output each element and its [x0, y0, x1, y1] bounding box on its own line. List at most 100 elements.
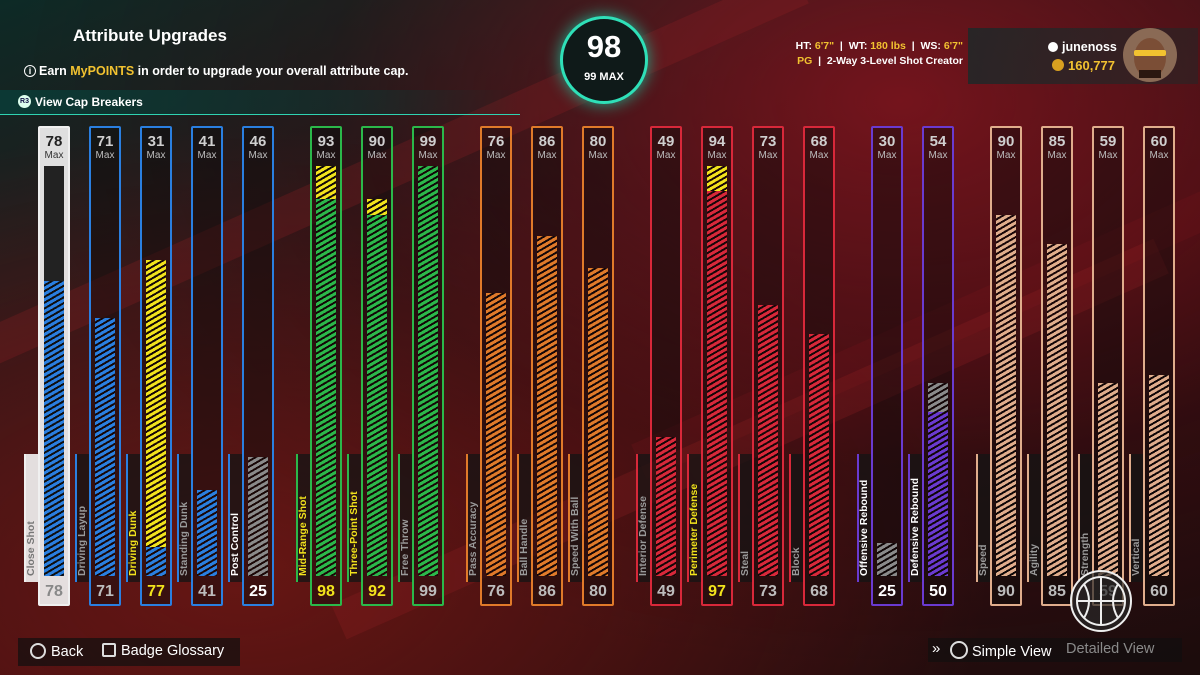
attribute-bar-speed-with-ball[interactable]: 80 Max Speed With Ball 80: [568, 126, 614, 606]
bar-label-tab: [126, 454, 140, 582]
max-label: Max: [1098, 150, 1118, 161]
info-icon: i: [24, 65, 36, 77]
attribute-bar-post-control[interactable]: 46 Max Post Control 25: [228, 126, 274, 606]
playstation-icon: [1048, 42, 1058, 52]
badge-glossary-button[interactable]: Badge Glossary: [102, 643, 224, 659]
bar-fill: [758, 305, 778, 576]
max-label: Max: [146, 150, 166, 161]
overall-max: 99 MAX: [584, 71, 624, 83]
bar-label-tab: [296, 454, 310, 582]
bar-fill: [486, 293, 506, 576]
circle-button-icon: [30, 643, 46, 659]
bar-label-tab: [1129, 454, 1143, 582]
bar-fill: [809, 334, 829, 576]
attribute-bar-strength[interactable]: 59MaxStrength59: [1078, 126, 1124, 606]
attribute-current: 97: [708, 583, 726, 600]
attribute-name: Offensive Rebound: [858, 479, 870, 576]
attribute-bar-close-shot[interactable]: 78 Max Close Shot 78: [24, 126, 70, 606]
attribute-bar-speed[interactable]: 90 Max Speed 90: [976, 126, 1022, 606]
attribute-name: Agility: [1028, 543, 1040, 576]
attribute-max: 80: [589, 133, 607, 150]
cap-break-segment: [928, 383, 948, 412]
bar-label-tab: [568, 454, 582, 582]
attribute-bar-three-point-shot[interactable]: 90 Max Three-Point Shot 92: [347, 126, 393, 606]
attribute-bar-free-throw[interactable]: 99 Max Free Throw 99: [398, 126, 444, 606]
attribute-bar-agility[interactable]: 85 Max Agility 85: [1027, 126, 1073, 606]
attribute-bar-standing-dunk[interactable]: 41 Max Standing Dunk 41: [177, 126, 223, 606]
attribute-bar-interior-defense[interactable]: 49 Max Interior Defense 49: [636, 126, 682, 606]
bar-fill: [928, 412, 948, 576]
bar-track: [809, 166, 829, 576]
attribute-max: 59: [1099, 133, 1117, 150]
attribute-current: 98: [317, 583, 335, 600]
overall-value: 98: [586, 29, 622, 64]
bar-label-tab: [75, 454, 89, 582]
attribute-bar-defensive-rebound[interactable]: 54 Max Defensive Rebound 50: [908, 126, 954, 606]
bar-track: [1098, 166, 1118, 576]
vc-amount: 160,777: [1068, 58, 1115, 73]
attribute-current: 86: [538, 583, 556, 600]
attribute-bar-driving-layup[interactable]: 71 Max Driving Layup 71: [75, 126, 121, 606]
max-label: Max: [197, 150, 217, 161]
simple-view-label: Simple View: [972, 644, 1052, 660]
attribute-bar-offensive-rebound[interactable]: 30 Max Offensive Rebound 25: [857, 126, 903, 606]
max-label: Max: [1047, 150, 1067, 161]
max-label: Max: [1149, 150, 1169, 161]
max-label: Max: [588, 150, 608, 161]
attribute-name: Driving Dunk: [127, 510, 139, 576]
upgrade-segment: [146, 260, 166, 547]
attribute-name: Interior Defense: [637, 496, 649, 576]
footer-controls: Back Badge Glossary: [18, 638, 240, 666]
attribute-max: 60: [1150, 133, 1168, 150]
attribute-bar-steal[interactable]: 73 Max Steal 73: [738, 126, 784, 606]
attribute-bar-driving-dunk[interactable]: 31 Max Driving Dunk 77: [126, 126, 172, 606]
max-label: Max: [928, 150, 948, 161]
archetype: 2-Way 3-Level Shot Creator: [826, 55, 963, 67]
attribute-bar-pass-accuracy[interactable]: 76 Max Pass Accuracy 76: [466, 126, 512, 606]
attribute-bar-mid-range-shot[interactable]: 93 Max Mid-Range Shot 98: [296, 126, 342, 606]
bar-fill: [44, 281, 64, 576]
max-label: Max: [95, 150, 115, 161]
wt-value: 180 lbs: [870, 40, 906, 52]
bar-fill: [707, 191, 727, 576]
attribute-bar-ball-handle[interactable]: 86 Max Ball Handle 86: [517, 126, 563, 606]
bar-label-tab: [466, 454, 480, 582]
simple-view-button[interactable]: Simple View: [950, 641, 1052, 660]
bar-label-tab: [857, 454, 871, 582]
square-button-icon: [102, 643, 116, 657]
bar-fill: [656, 437, 676, 576]
max-label: Max: [656, 150, 676, 161]
bar-track: [1149, 166, 1169, 576]
attribute-name: Driving Layup: [76, 505, 88, 576]
attribute-max: 76: [487, 133, 505, 150]
bar-label-tab: [1078, 454, 1092, 582]
detailed-view-button[interactable]: Detailed View: [1066, 641, 1155, 657]
bar-fill: [1149, 375, 1169, 576]
bar-label-tab: [398, 454, 412, 582]
attribute-name: Block: [790, 547, 802, 576]
bar-track: [537, 166, 557, 576]
bar-label-tab: [908, 454, 922, 582]
attribute-max: 99: [419, 133, 437, 150]
attribute-name: Ball Handle: [518, 518, 530, 576]
cap-breaker-icon: R3: [18, 95, 31, 108]
attribute-bar-vertical[interactable]: 60 Max Vertical 60: [1129, 126, 1175, 606]
background-stripe: [0, 0, 809, 370]
bar-fill: [146, 547, 166, 576]
attribute-current: 71: [96, 583, 114, 600]
attribute-max: 30: [878, 133, 896, 150]
back-button[interactable]: Back: [30, 643, 83, 660]
max-label: Max: [248, 150, 268, 161]
cap-break-segment: [248, 457, 268, 576]
max-label: Max: [418, 150, 438, 161]
attribute-name: Strength: [1079, 532, 1091, 576]
attribute-name: Vertical: [1130, 538, 1142, 576]
bar-track: [758, 166, 778, 576]
attribute-current: 85: [1048, 583, 1066, 600]
user-panel: junenoss 160,777: [968, 28, 1198, 84]
attribute-bar-perimeter-defense[interactable]: 94 Max Perimeter Defense 97: [687, 126, 733, 606]
attribute-name: Post Control: [229, 513, 241, 576]
attribute-bar-block[interactable]: 68 Max Block 68: [789, 126, 835, 606]
view-cap-breakers-button[interactable]: R3 View Cap Breakers: [0, 90, 520, 115]
bar-fill: [197, 490, 217, 576]
